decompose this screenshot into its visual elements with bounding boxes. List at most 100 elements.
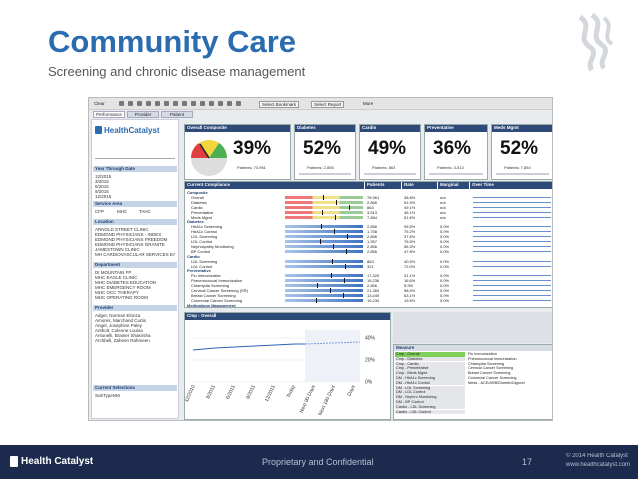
measure-item[interactable]: DM - LDL Control bbox=[395, 390, 465, 395]
filter-item[interactable]: MHC EAGLE CLINIC bbox=[95, 275, 138, 280]
sparkline bbox=[473, 245, 551, 247]
tab[interactable]: Patient bbox=[161, 111, 193, 118]
measure-item[interactable]: Cmp - Overall bbox=[395, 352, 465, 357]
filter-item[interactable]: MHC EMERGENCY ROOM bbox=[95, 285, 151, 290]
tab[interactable]: Performance bbox=[93, 111, 125, 118]
kpi-panel: Preventative 36% Patients: 3,513 bbox=[424, 124, 488, 180]
measure-item[interactable]: Flu Immunization bbox=[468, 352, 497, 356]
filter-item[interactable]: MH CARDIOVASCULAR SERVICES EAGLE bbox=[95, 252, 175, 257]
measure-item[interactable]: Cardio - LDL Screening bbox=[395, 404, 465, 410]
filter-item[interactable]: MHC bbox=[117, 209, 128, 214]
target-tick bbox=[335, 214, 336, 220]
filter-item[interactable]: CFP bbox=[95, 209, 104, 214]
compliance-bar bbox=[285, 225, 363, 229]
marginal-cell: 0.0% bbox=[440, 224, 450, 230]
filter-item[interactable]: MHC OPERATING ROOM bbox=[95, 295, 148, 300]
target-tick bbox=[345, 263, 346, 269]
measure-item[interactable]: DM - HbA1c Control bbox=[395, 380, 465, 386]
measure-item[interactable]: Cmp - Cardio bbox=[395, 361, 465, 367]
filter-item[interactable]: ARNOLD STREET CLINIC bbox=[95, 227, 149, 232]
compliance-bar bbox=[285, 274, 363, 278]
rate-cell: 75.2% bbox=[404, 229, 416, 235]
filter-item[interactable]: Antonelli, Brainer Shakirsha bbox=[95, 333, 151, 338]
filter-item[interactable]: JAMESTOWN CLINIC bbox=[95, 247, 140, 252]
filter-item[interactable]: Adger, Norman Elonza bbox=[95, 313, 141, 318]
filter-item[interactable]: Angel, Josephine Paley bbox=[95, 323, 143, 328]
kpi-bar bbox=[299, 173, 351, 175]
compliance-table: Current Compliance Patients Rate Marginal Ov… bbox=[184, 181, 552, 308]
filter-item[interactable]: EDMOND PHYSICIANS - INDEX bbox=[95, 232, 162, 237]
patients-cell: 2,856 bbox=[367, 234, 378, 240]
gauge-needle bbox=[199, 143, 210, 159]
kpi-patients: Patients: 3,513 bbox=[437, 165, 464, 170]
row-label: HbA1c Control bbox=[191, 229, 218, 235]
rate-cell: 63.1% bbox=[404, 292, 416, 298]
kpi-title: Preventative bbox=[425, 125, 487, 132]
group-label: Preventative bbox=[187, 268, 211, 274]
rate-cell: 37.6% bbox=[404, 234, 416, 240]
filter-item[interactable]: EDMOND PHYSICIANS GRANITE bbox=[95, 242, 165, 247]
filter-item[interactable]: MHC OCC THERAPY bbox=[95, 290, 139, 295]
measure-item[interactable]: Colorectal Cancer Screening bbox=[468, 376, 517, 380]
filter-item[interactable]: 12/2015 bbox=[95, 174, 112, 179]
measure-item[interactable]: Chlamydia Screening bbox=[468, 361, 505, 366]
filter-item[interactable]: 9/2015 bbox=[95, 189, 109, 194]
filter-item[interactable]: 12/2015 bbox=[95, 194, 112, 199]
measure-item[interactable]: Meds - ACE/ARB/Diuretic/Digoxin bbox=[468, 380, 525, 385]
kpi-patients: Patients: 863 bbox=[372, 165, 396, 170]
filter-item[interactable]: MHC DIABETES EDUCATION bbox=[95, 280, 157, 285]
patients-cell: 21,360 bbox=[367, 288, 380, 293]
filter-item[interactable]: 3/2015 bbox=[95, 179, 109, 184]
filter-item[interactable]: Amores, Marchand Curtis bbox=[95, 318, 147, 323]
measure-item[interactable]: DM - HbA1c Screening bbox=[395, 376, 465, 381]
filter-item[interactable]: SubTypeNM bbox=[95, 393, 120, 398]
measure-item[interactable]: Cmp - Preventative bbox=[395, 366, 465, 371]
toolbar-button[interactable]: Clear bbox=[94, 101, 105, 106]
measure-item[interactable]: Breast Cancer Screening bbox=[468, 371, 511, 376]
rate-cell: 36.1% bbox=[404, 209, 416, 215]
rate-cell: 16.6% bbox=[404, 278, 416, 284]
row-label: Overall bbox=[191, 194, 204, 200]
target-tick bbox=[333, 243, 334, 249]
measure-title: Measure bbox=[394, 345, 552, 351]
kpi-value: 52% bbox=[303, 138, 342, 159]
compliance-bar bbox=[285, 264, 363, 268]
rate-cell: 51.6% bbox=[404, 214, 416, 220]
x-tick-label: 3/2011 bbox=[205, 384, 217, 400]
gauge-red bbox=[190, 143, 209, 158]
filter-item[interactable]: EDMOND PHYSICIANS FREEDOM bbox=[95, 237, 168, 242]
compliance-bar bbox=[285, 200, 363, 204]
toolbar-button[interactable]: Select Bookmark bbox=[259, 101, 300, 108]
toolbar-button[interactable]: More bbox=[363, 101, 374, 106]
kpi-bar bbox=[429, 173, 483, 175]
toolbar-icon bbox=[218, 101, 223, 106]
measure-item[interactable]: DM - Nephro Monitoring bbox=[395, 395, 465, 400]
x-tick-label: Next 90 Days bbox=[299, 384, 317, 414]
filter-item[interactable]: TAHC bbox=[139, 209, 151, 214]
tab[interactable]: Provider bbox=[127, 111, 159, 118]
measure-item[interactable]: Cmp - Diabetes bbox=[395, 356, 465, 362]
marginal-cell: 0.0% bbox=[440, 292, 450, 298]
kpi-patients: Patients: 7,854 bbox=[504, 165, 531, 170]
measure-item[interactable]: Pneumococcal Immunization bbox=[468, 356, 517, 361]
filter-item[interactable]: 6/2015 bbox=[95, 184, 109, 189]
compliance-bar bbox=[285, 284, 363, 288]
footer: Health Catalyst Proprietary and Confident… bbox=[0, 445, 638, 479]
rate-cell: 49.1% bbox=[404, 204, 416, 210]
filter-item[interactable]: DI MOUNTAIN FP bbox=[95, 270, 132, 275]
measure-item[interactable]: DM - BP Control bbox=[395, 400, 465, 405]
toolbar-button[interactable]: Select Report bbox=[311, 101, 345, 108]
measure-item[interactable]: DM - LDL Screening bbox=[395, 385, 465, 391]
kpi-panel: Diabetes 52% Patients: 2,856 bbox=[294, 124, 356, 180]
dashboard-screenshot: Clear Select Bookmark Select Report More Per… bbox=[88, 97, 553, 421]
kpi-patients: Patients: 2,856 bbox=[307, 165, 334, 170]
measure-item[interactable]: Cardio - LDL Control bbox=[395, 409, 465, 415]
rate-cell: 31.1% bbox=[404, 273, 416, 279]
filter-item[interactable]: Archbell, Zaheen Rahmeen bbox=[95, 338, 150, 343]
measure-item[interactable]: Cmp - Meds Mgmt bbox=[395, 371, 465, 376]
filter-item[interactable]: Antholt, Coleone Louisa bbox=[95, 328, 143, 333]
toolbar-icon bbox=[200, 101, 205, 106]
row-label: LDL Control bbox=[191, 263, 213, 269]
measure-item[interactable]: Cervical Cancer Screening bbox=[468, 366, 514, 371]
